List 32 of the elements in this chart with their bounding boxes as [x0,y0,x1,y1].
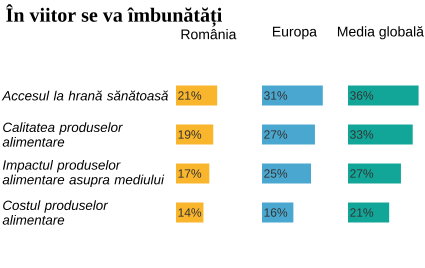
y-tick-label: Impactul produselor alimentare asupra mediului [2,160,164,188]
bar [262,124,315,145]
bar [348,124,413,145]
bar [176,86,218,106]
data-label: 27% [264,130,288,139]
chart-title: În viitor se va îmbunătăți [6,4,222,27]
y-tick-label: Costul produselor alimentare [2,200,108,225]
text: România [182,28,236,40]
data-label: 14% [178,208,202,217]
y-tick-label: Accesul la hrană sănătoasă [2,90,168,100]
data-label: 21% [178,91,202,100]
bar [176,124,214,145]
bar [262,164,312,184]
bar [262,202,294,222]
data-label: 27% [350,169,374,178]
y-tick-label: Calitatea produselor alimentare [2,122,123,147]
data-label: 21% [350,208,374,217]
bar [262,86,323,106]
data-label: 31% [264,91,288,100]
data-label: 36% [350,91,374,100]
bar [348,86,419,106]
text: Europa [272,26,317,40]
bar [176,164,210,184]
text: Media globală [338,26,424,40]
data-label: 19% [178,130,202,139]
bar [348,202,390,222]
data-label: 16% [264,208,288,217]
data-label: 17% [178,169,202,178]
bar [348,164,401,184]
data-label: 25% [264,169,288,178]
data-label: 33% [350,130,374,139]
bar [176,202,204,222]
